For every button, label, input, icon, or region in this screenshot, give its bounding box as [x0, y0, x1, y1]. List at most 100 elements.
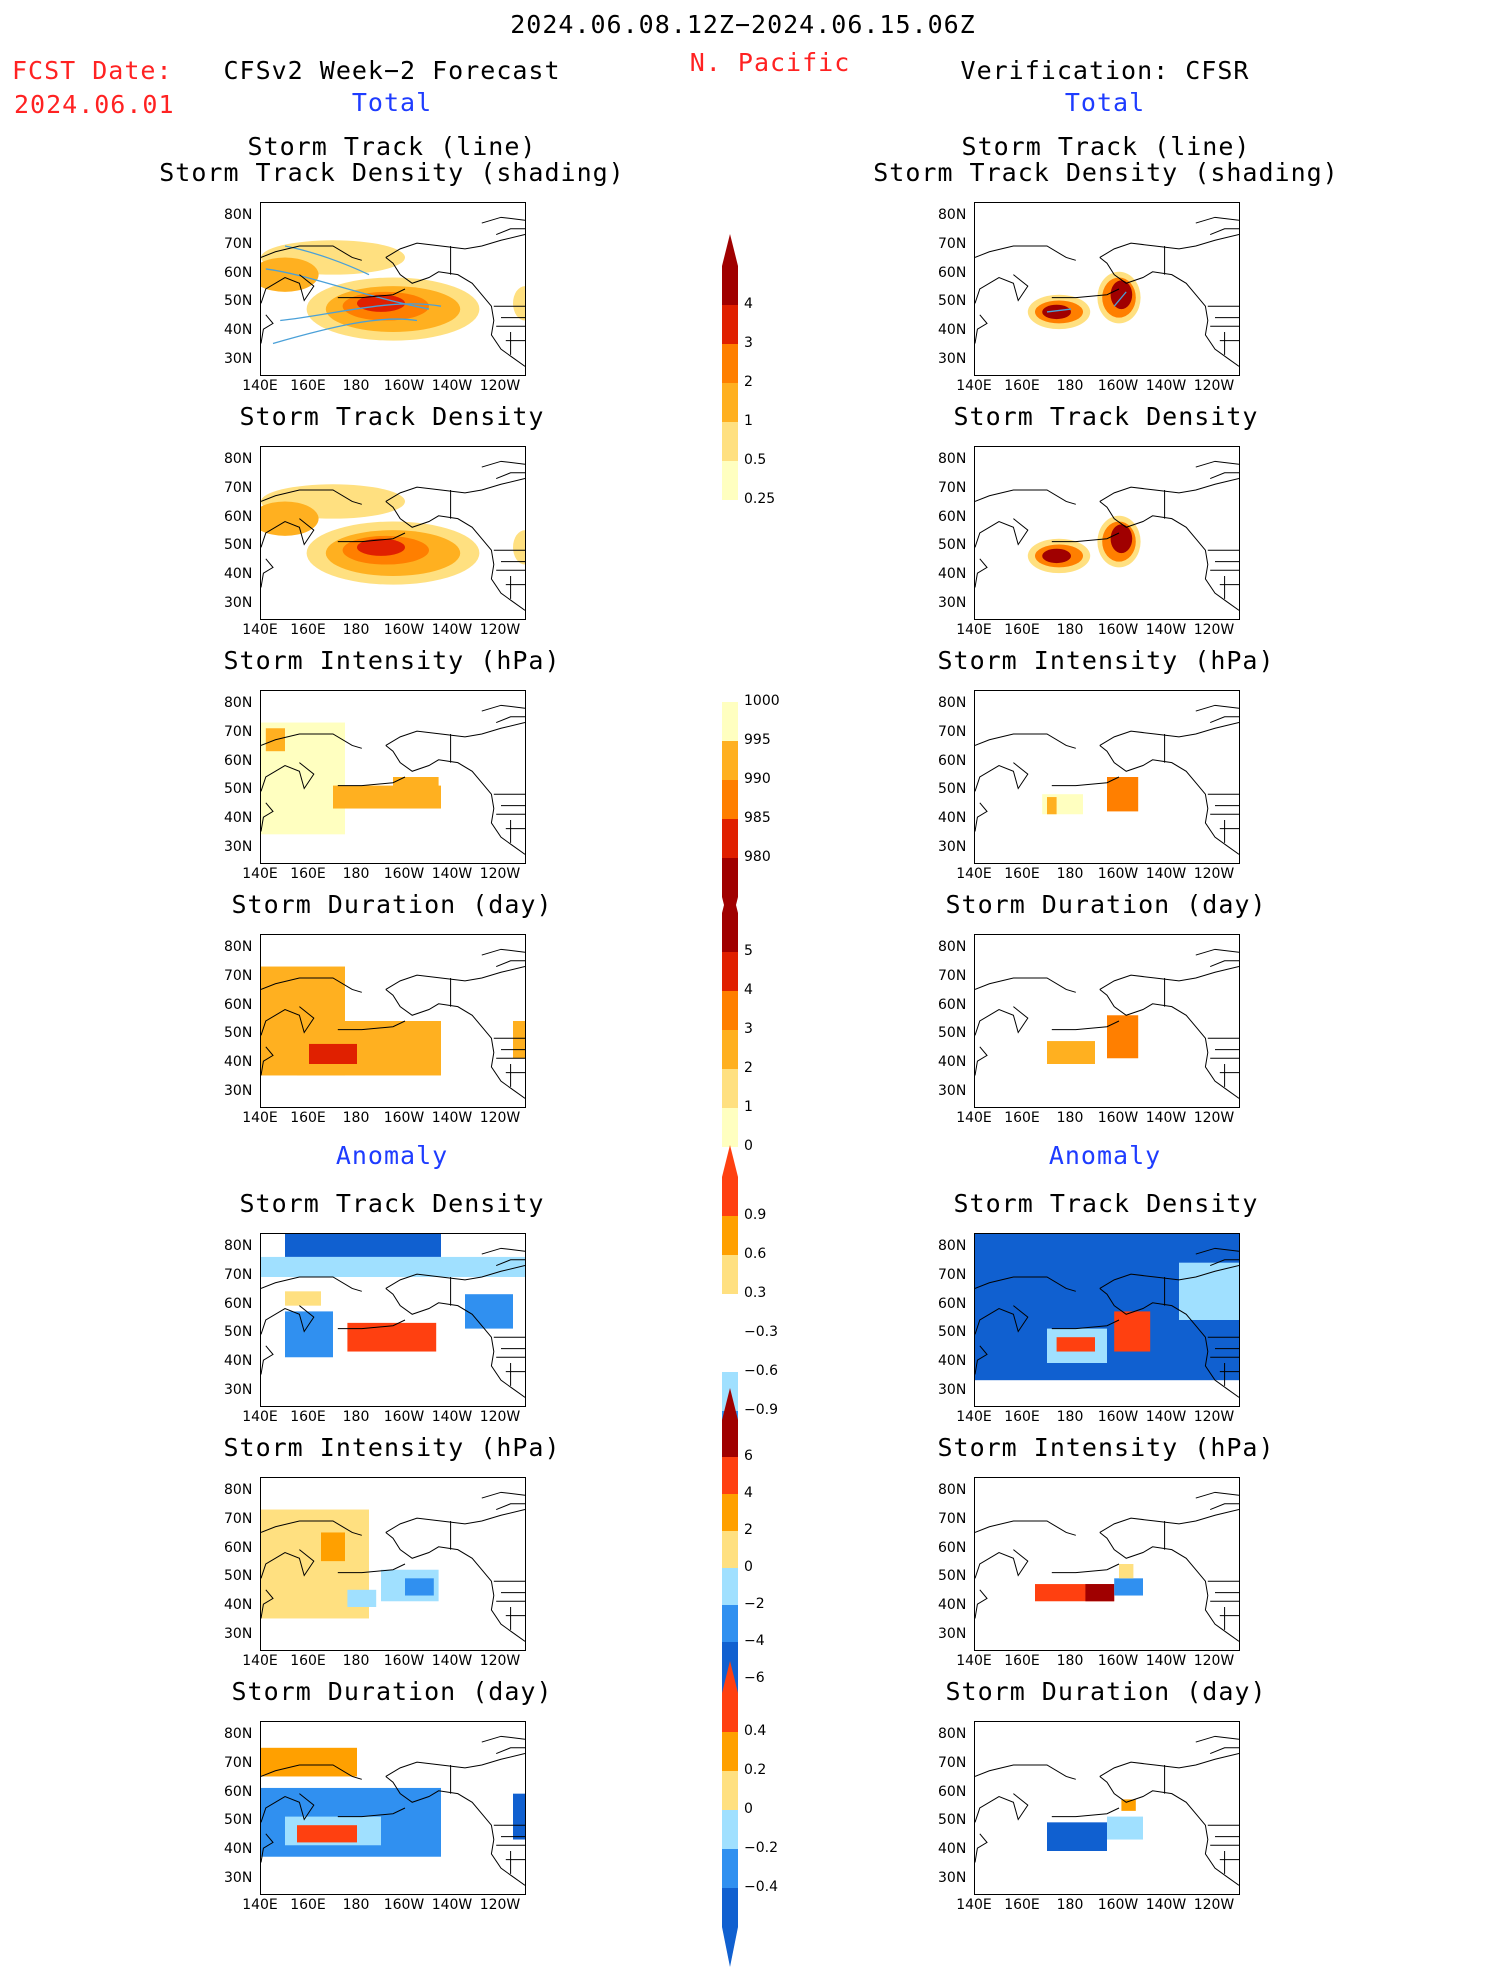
coastline	[261, 1247, 525, 1398]
colorbar-triangle-top	[722, 881, 738, 913]
map-panel	[974, 1233, 1240, 1407]
lat-tick-label: 80N	[938, 451, 967, 468]
track-line	[284, 245, 370, 276]
colorbar-segment	[722, 1810, 738, 1849]
colorbar-segment	[722, 1333, 738, 1372]
duration-cell	[513, 1021, 525, 1059]
colorbar-tick-label: 1	[744, 1099, 753, 1115]
storm-track-lines	[265, 245, 442, 345]
lon-tick-label: 120W	[479, 622, 521, 638]
colorbar-tick-label: −0.2	[744, 1840, 778, 1856]
colorbar-segment	[722, 1771, 738, 1810]
lat-tick-label: 70N	[938, 236, 967, 252]
colorbar-segment	[722, 741, 738, 780]
lon-tick-label: 160E	[290, 1409, 326, 1425]
lat-tick-label: 60N	[938, 1295, 967, 1312]
anomaly-cell	[321, 1532, 345, 1562]
colorbar-triangle-bottom	[722, 539, 738, 557]
lon-tick-label: 140E	[956, 866, 992, 882]
lat-tick-label: 50N	[224, 537, 253, 554]
lon-tick-label: 140E	[242, 1897, 278, 1913]
lon-tick-label: 140W	[431, 1409, 473, 1425]
colorbar-segment	[722, 1255, 738, 1294]
total-label-left: Total	[351, 88, 433, 117]
lon-tick-label: 160W	[1097, 1897, 1139, 1913]
map-panel	[260, 1477, 526, 1651]
lat-tick-label: 70N	[224, 1511, 253, 1527]
lat-tick-label: 40N	[224, 1841, 253, 1857]
anomaly-cell	[1085, 1584, 1115, 1602]
lon-tick-label: 160W	[383, 378, 425, 394]
lat-tick-label: 50N	[224, 1324, 253, 1341]
coastline	[261, 216, 525, 367]
lon-tick-label: 160E	[290, 1653, 326, 1669]
lon-tick-label: 160W	[1097, 866, 1139, 882]
colorbar-triangle-top	[722, 1661, 738, 1693]
colorbar-segment	[722, 266, 738, 305]
lon-tick-label: 180	[342, 866, 370, 882]
colorbar-tick-label: 3	[744, 335, 753, 351]
colorbar-tick-label: 1	[744, 413, 753, 429]
colorbar-segment	[722, 1605, 738, 1642]
colorbar-segment	[722, 1294, 738, 1333]
lat-tick-label: 70N	[224, 236, 253, 252]
lat-tick-label: 60N	[938, 996, 967, 1013]
lon-tick-label: 140E	[956, 1110, 992, 1126]
lon-tick-label: 140E	[242, 866, 278, 882]
lon-tick-label: 140W	[1145, 378, 1187, 394]
lat-tick-label: 50N	[938, 1324, 967, 1341]
lon-tick-label: 180	[1056, 1110, 1084, 1126]
anomaly-cell	[1056, 1337, 1095, 1352]
lon-tick-label: 140W	[1145, 1110, 1187, 1126]
lat-tick-label: 40N	[224, 810, 253, 826]
colorbar-tick-label: 4	[744, 1485, 753, 1501]
lat-tick-label: 40N	[224, 1353, 253, 1369]
lat-tick-label: 60N	[938, 1783, 967, 1800]
lat-tick-label: 50N	[938, 781, 967, 798]
colorbar-density-total	[722, 226, 738, 579]
lon-tick-label: 160W	[383, 1409, 425, 1425]
lat-tick-label: 70N	[224, 968, 253, 984]
lat-tick-label: 40N	[224, 1054, 253, 1070]
lat-tick-label: 50N	[224, 293, 253, 310]
panel-title: Storm Track Density (shading)	[159, 158, 625, 187]
lon-tick-label: 140E	[242, 622, 278, 638]
map-panel	[974, 1477, 1240, 1651]
map-panel	[260, 690, 526, 864]
anomaly-cell	[465, 1294, 513, 1329]
colorbar-segment	[722, 1494, 738, 1531]
lat-tick-label: 70N	[938, 1755, 967, 1771]
panel-title: Storm Track Density	[953, 402, 1259, 431]
colorbar-triangle-top	[722, 643, 738, 663]
lat-tick-label: 60N	[224, 1295, 253, 1312]
lat-tick-label: 40N	[938, 1841, 967, 1857]
colorbar-segment	[722, 991, 738, 1030]
density-blob	[357, 538, 405, 556]
verification-column-title: Verification: CFSR	[960, 56, 1250, 85]
anomaly-cell	[347, 1322, 437, 1352]
lon-tick-label: 160E	[1004, 866, 1040, 882]
track-line	[280, 303, 442, 322]
colorbar-tick-label: 985	[744, 810, 771, 826]
map-panel	[260, 1721, 526, 1895]
colorbar-segment	[722, 1457, 738, 1494]
lat-tick-label: 30N	[938, 1381, 967, 1398]
anomaly-cell	[261, 1256, 525, 1277]
map-panel	[260, 202, 526, 376]
colorbar-segment	[722, 422, 738, 461]
lat-tick-label: 30N	[938, 1625, 967, 1642]
colorbar-tick-label: 0.3	[744, 1285, 767, 1301]
panel-title: Storm Intensity (hPa)	[937, 646, 1275, 675]
lat-tick-label: 60N	[224, 996, 253, 1013]
track-line	[1113, 291, 1127, 307]
lat-tick-label: 80N	[938, 1726, 967, 1743]
lon-tick-label: 140E	[242, 1110, 278, 1126]
colorbar-segment	[722, 1693, 738, 1732]
panel-title: Storm Duration (day)	[945, 1677, 1267, 1706]
lon-tick-label: 180	[1056, 1897, 1084, 1913]
panel-title: Storm Intensity (hPa)	[937, 1433, 1275, 1462]
lon-tick-label: 180	[342, 378, 370, 394]
intensity-cell	[1107, 777, 1139, 812]
anomaly-cell	[347, 1589, 377, 1607]
lat-tick-label: 70N	[224, 1755, 253, 1771]
